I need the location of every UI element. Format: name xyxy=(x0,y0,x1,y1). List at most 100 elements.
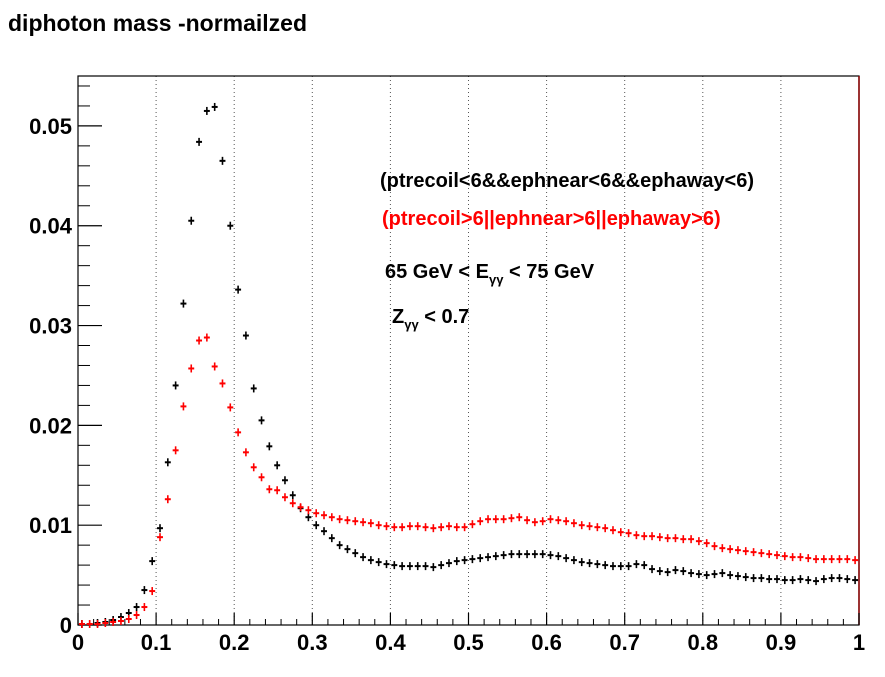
data-point xyxy=(149,557,156,566)
data-point xyxy=(453,557,460,566)
data-point xyxy=(430,563,437,572)
data-point xyxy=(727,545,734,554)
data-point xyxy=(594,523,601,532)
x-tick-label: 0.3 xyxy=(297,630,328,655)
data-point xyxy=(602,524,609,533)
annotation-selection-black: (ptrecoil<6&&ephnear<6&&ephaway<6) xyxy=(380,170,754,192)
data-point xyxy=(110,618,117,627)
x-tick-label: 0.2 xyxy=(219,630,250,655)
x-tick-label: 0.4 xyxy=(375,630,406,655)
data-point xyxy=(157,533,163,542)
data-point xyxy=(211,362,218,371)
data-point xyxy=(328,513,335,522)
data-point xyxy=(180,402,187,411)
data-point xyxy=(235,285,242,294)
x-tick-label: 0.6 xyxy=(531,630,562,655)
data-point xyxy=(828,555,835,564)
data-point xyxy=(336,541,343,550)
data-point xyxy=(594,560,601,569)
data-point xyxy=(375,558,382,567)
data-point xyxy=(125,615,132,624)
data-point xyxy=(94,620,101,629)
data-point xyxy=(383,522,390,531)
data-point xyxy=(289,499,296,508)
data-point xyxy=(695,537,702,546)
data-point xyxy=(383,560,390,569)
data-point xyxy=(141,586,148,595)
data-point xyxy=(367,519,374,528)
data-point xyxy=(141,603,148,612)
data-point xyxy=(844,575,851,584)
data-point xyxy=(703,539,710,548)
chart-title: diphoton mass -normailzed xyxy=(8,10,308,36)
data-point xyxy=(453,523,460,532)
data-point xyxy=(836,574,843,583)
data-point xyxy=(469,555,476,564)
data-point xyxy=(742,573,749,582)
y-tick-label: 0.01 xyxy=(29,513,72,538)
data-point xyxy=(352,517,359,526)
data-point xyxy=(492,515,499,524)
data-point xyxy=(539,550,546,559)
plot-frame xyxy=(77,75,860,626)
data-point xyxy=(805,576,812,585)
x-tick-label: 0 xyxy=(72,630,84,655)
data-point xyxy=(578,521,585,530)
data-point xyxy=(235,428,242,437)
data-point xyxy=(656,533,663,542)
data-point xyxy=(703,571,710,580)
data-point xyxy=(820,575,827,584)
data-point xyxy=(688,569,695,578)
data-point xyxy=(664,534,671,543)
data-point xyxy=(266,442,273,451)
data-point xyxy=(219,379,226,388)
data-point xyxy=(805,554,812,563)
data-point xyxy=(133,611,140,620)
data-point xyxy=(305,513,312,522)
data-point xyxy=(570,519,577,528)
data-point xyxy=(258,416,265,425)
data-point xyxy=(461,556,468,565)
data-point xyxy=(750,548,757,557)
data-point xyxy=(852,556,859,565)
data-point xyxy=(469,520,476,529)
data-point xyxy=(774,575,780,584)
x-tick-label: 0.8 xyxy=(688,630,719,655)
x-tick-label: 0.7 xyxy=(609,630,640,655)
data-point xyxy=(352,549,359,558)
y-tick-label: 0.03 xyxy=(29,314,72,339)
data-point xyxy=(766,575,773,584)
z-prefix: Z xyxy=(392,306,404,328)
y-tick-label: 0 xyxy=(60,613,72,638)
data-point xyxy=(102,619,109,628)
data-point xyxy=(758,574,765,583)
data-point xyxy=(586,522,593,531)
data-point xyxy=(164,458,171,467)
x-tick-label: 0.1 xyxy=(141,630,172,655)
data-point xyxy=(172,381,179,390)
data-point xyxy=(266,485,273,494)
data-point xyxy=(695,570,702,579)
data-point xyxy=(344,516,351,525)
data-point xyxy=(633,560,640,569)
annotation-energy-range: 65 GeV < Eγγ < 75 GeV xyxy=(385,261,595,287)
x-tick-label: 1 xyxy=(853,630,865,655)
data-point xyxy=(742,547,749,556)
z-suffix: < 0.7 xyxy=(419,306,470,328)
data-point xyxy=(649,532,656,541)
data-point xyxy=(766,550,773,559)
data-point xyxy=(672,534,679,543)
data-point xyxy=(844,555,851,564)
data-point xyxy=(219,156,226,165)
data-point xyxy=(321,511,327,520)
data-point xyxy=(633,531,640,540)
data-point xyxy=(516,550,523,559)
y-tick-label: 0.05 xyxy=(29,114,72,139)
data-point xyxy=(719,544,726,553)
data-point xyxy=(399,562,406,571)
data-point xyxy=(188,364,195,373)
data-point xyxy=(438,523,445,532)
data-point xyxy=(555,552,562,561)
data-point xyxy=(485,515,491,524)
energy-prefix: 65 GeV < E xyxy=(385,261,489,283)
